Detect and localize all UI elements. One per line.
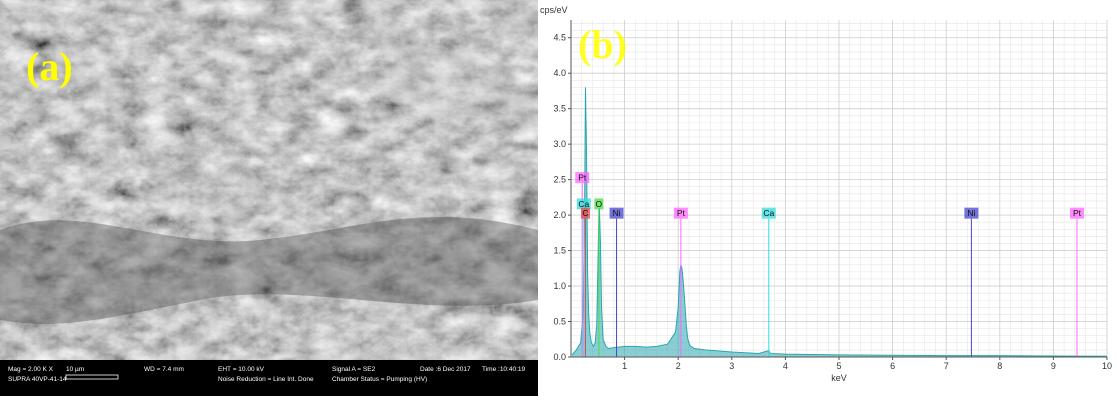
x-axis-label: keV (831, 373, 847, 383)
x-tick-label: 1 (622, 361, 627, 371)
y-tick-label: 3.5 (553, 104, 566, 114)
sem-bright-flake (380, 30, 530, 120)
x-tick-label: 5 (836, 361, 841, 371)
element-marker-label: Ni (967, 208, 975, 218)
y-tick-label: 2.0 (553, 210, 566, 220)
info-mag: Mag = 2.00 K X (8, 366, 54, 373)
eds-chart-panel: Pt Ca C O Ni Pt Ca Ni Pt 0.0 0.5 1.0 1.5 2.0 2.5 3.0 3.… (538, 0, 1117, 396)
info-signal: Signal A = SE2 (332, 366, 376, 373)
info-date: Date :6 Dec 2017 (420, 366, 471, 373)
spectrum-line (571, 87, 1108, 357)
x-tick-label: 8 (997, 361, 1002, 371)
y-tick-label: 1.0 (553, 281, 566, 291)
element-marker-tag (594, 198, 604, 210)
element-marker-label: Ca (578, 199, 589, 209)
element-marker-tag (761, 207, 776, 219)
element-marker-tag (964, 207, 979, 219)
chart-axes: 0.0 0.5 1.0 1.5 2.0 2.5 3.0 3.5 4.0 4.5 1 2 3 4 5 6 7 8 9 1… (553, 20, 1112, 371)
sem-micrograph: Mag = 2.00 K X 10 µm WD = 7.4 mm EHT = 1… (0, 0, 538, 396)
info-time: Time :10:40:19 (482, 366, 526, 373)
x-tick-label: 3 (729, 361, 734, 371)
element-marker-label: Pt (1073, 208, 1082, 218)
y-tick-label: 3.0 (553, 139, 566, 149)
sem-fine-texture (0, 0, 538, 360)
element-marker-tag (673, 207, 688, 219)
x-tick-label: 6 (890, 361, 895, 371)
element-marker-tag (575, 172, 590, 184)
info-noise: Noise Reduction = Line Int. Done (218, 376, 314, 383)
y-tick-label: 1.5 (553, 246, 566, 256)
element-marker-label: Ca (763, 208, 774, 218)
x-tick-label: 10 (1102, 361, 1112, 371)
info-scale: 10 µm (66, 366, 84, 373)
y-tick-label: 4.0 (553, 68, 566, 78)
y-tick-label: 2.5 (553, 175, 566, 185)
sem-info-bar (0, 360, 538, 396)
element-marker-tag (1069, 207, 1084, 219)
x-tick-label: 9 (1051, 361, 1056, 371)
y-tick-label: 4.5 (553, 33, 566, 43)
info-chamber: Chamber Status = Pumping (HV) (332, 376, 427, 383)
panel-b-label: (b) (578, 22, 627, 67)
x-tick-label: 4 (783, 361, 788, 371)
element-marker-label: Ni (613, 208, 621, 218)
element-marker-tag (576, 198, 591, 210)
x-tick-label: 2 (676, 361, 681, 371)
scale-bar (65, 374, 119, 380)
chart-grid (570, 20, 1108, 358)
sem-image-panel: Mag = 2.00 K X 10 µm WD = 7.4 mm EHT = 1… (0, 0, 538, 396)
spectrum-group (571, 87, 1108, 358)
y-axis-label: cps/eV (540, 5, 568, 15)
info-instrument: SUPRA 40VP-41-14 (8, 376, 67, 383)
element-marker-tag (609, 207, 624, 219)
element-marker-tag (580, 207, 590, 219)
x-tick-label: 7 (944, 361, 949, 371)
element-marker-label: O (596, 199, 603, 209)
element-marker-label: C (582, 208, 588, 218)
element-marker-label: Pt (578, 173, 587, 183)
panel-a-label: (a) (26, 44, 73, 89)
element-marker-label: Pt (677, 208, 686, 218)
y-tick-label: 0.0 (553, 352, 566, 362)
sem-dark-band (0, 217, 538, 324)
y-tick-label: 0.5 (553, 317, 566, 327)
info-eht: EHT = 10.00 kV (218, 366, 265, 373)
info-wd: WD = 7.4 mm (144, 366, 184, 373)
